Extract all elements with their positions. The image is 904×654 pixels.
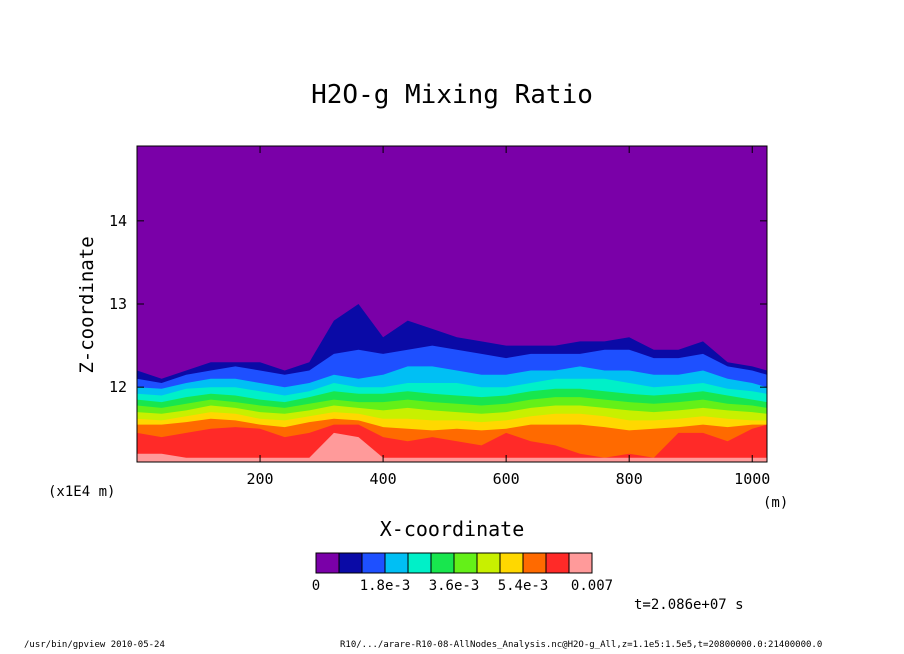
band-11	[137, 432, 767, 462]
colorbar-swatch	[338, 552, 363, 574]
y-axis-label: Z-coordinate	[76, 236, 98, 373]
colorbar-swatch	[361, 552, 386, 574]
plot-area	[137, 146, 767, 462]
axes: 200 400 600 800 1000 12 13 14	[109, 145, 770, 488]
colorbar-swatch	[522, 552, 547, 574]
colorbar-swatch	[315, 552, 340, 574]
time-annotation: t=2.086e+07 s	[634, 597, 744, 613]
x-tick-label: 600	[493, 470, 520, 488]
colorbar-swatch	[499, 552, 524, 574]
footer-source: R10/.../arare-R10-08-AllNodes_Analysis.n…	[340, 640, 823, 650]
chart-title: H2O-g Mixing Ratio	[311, 80, 593, 110]
footer-program: /usr/bin/gpview 2010-05-24	[24, 640, 165, 650]
colorbar: 0 1.8e-3 3.6e-3 5.4e-3 0.007	[312, 552, 613, 594]
x-tick-label: 800	[616, 470, 643, 488]
colorbar-swatch	[453, 552, 478, 574]
colorbar-swatch	[407, 552, 432, 574]
x-tick-label: 1000	[734, 470, 770, 488]
colorbar-swatch	[430, 552, 455, 574]
x-axis-label: X-coordinate	[380, 517, 525, 541]
colorbar-tick-label: 1.8e-3	[360, 578, 411, 594]
y-tick-label: 13	[109, 295, 127, 313]
colorbar-tick-label: 0	[312, 578, 320, 594]
colorbar-tick-label: 5.4e-3	[498, 578, 549, 594]
y-scale-note: (x1E4 m)	[48, 484, 115, 500]
colorbar-swatch	[568, 552, 593, 574]
colorbar-swatch	[384, 552, 409, 574]
y-tick-label: 14	[109, 212, 127, 230]
x-tick-label: 400	[370, 470, 397, 488]
x-units-label: (m)	[763, 495, 788, 511]
band-10	[137, 424, 767, 462]
y-tick-label: 12	[109, 378, 127, 396]
colorbar-tick-label: 3.6e-3	[429, 578, 480, 594]
colorbar-swatch	[545, 552, 570, 574]
colorbar-tick-label: 0.007	[571, 578, 613, 594]
contour-chart: H2O-g Mixing Ratio 200 400 600 800 1000 12 13 1…	[48, 80, 788, 613]
colorbar-swatch	[476, 552, 501, 574]
x-tick-label: 200	[247, 470, 274, 488]
